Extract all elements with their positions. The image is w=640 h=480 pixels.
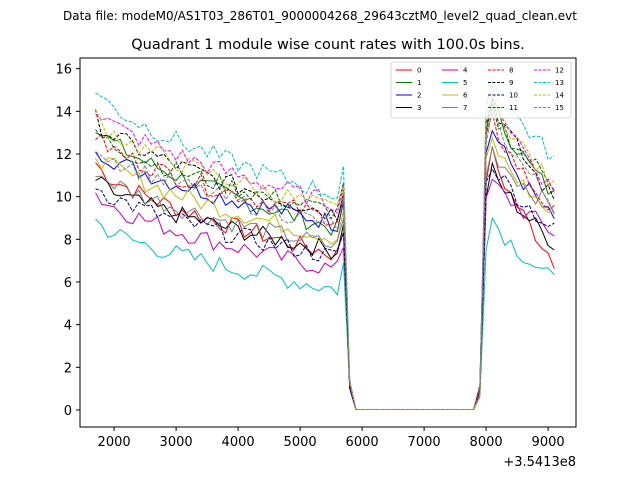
y-tick-label: 2 xyxy=(64,361,72,376)
y-tick-label: 10 xyxy=(55,191,72,206)
x-tick-label: 2000 xyxy=(98,435,131,450)
y-tick-label: 0 xyxy=(64,404,72,419)
legend-label-7: 7 xyxy=(463,104,467,112)
supertitle: Data file: modeM0/AS1T03_286T01_90000042… xyxy=(63,9,577,23)
legend-label-8: 8 xyxy=(509,67,513,75)
axes-frame xyxy=(79,57,577,428)
legend-label-9: 9 xyxy=(509,79,513,87)
legend-label-6: 6 xyxy=(463,92,468,100)
legend-label-11: 11 xyxy=(509,104,518,112)
chart-title: Quadrant 1 module wise count rates with … xyxy=(131,37,525,53)
y-axis: 0 2 4 6 8 10 12 14 16 xyxy=(55,63,80,419)
series-line-15 xyxy=(95,107,555,410)
legend-label-12: 12 xyxy=(555,67,564,75)
x-tick-label: 9000 xyxy=(532,435,565,450)
legend-label-0: 0 xyxy=(417,67,421,75)
legend-label-1: 1 xyxy=(417,79,421,87)
x-tick-label: 8000 xyxy=(470,435,503,450)
x-tick-label: 3000 xyxy=(160,435,193,450)
y-tick-label: 8 xyxy=(64,233,72,248)
legend-label-5: 5 xyxy=(463,79,467,87)
legend-label-3: 3 xyxy=(417,104,421,112)
series-line-14 xyxy=(95,85,555,410)
x-tick-label: 7000 xyxy=(408,435,441,450)
series-line-5 xyxy=(95,216,555,410)
y-tick-label: 14 xyxy=(55,105,72,120)
legend-box xyxy=(390,61,572,119)
y-tick-label: 16 xyxy=(55,63,72,78)
legend-label-10: 10 xyxy=(509,92,518,100)
x-axis: 2000 3000 4000 5000 6000 7000 8000 9000 xyxy=(98,427,565,450)
series-line-12 xyxy=(95,84,555,410)
y-tick-label: 6 xyxy=(64,276,72,291)
x-tick-label: 6000 xyxy=(346,435,379,450)
plot-lines xyxy=(95,76,555,410)
legend-label-14: 14 xyxy=(555,92,564,100)
y-tick-label: 12 xyxy=(55,148,72,163)
x-offset-label: +3.5413e8 xyxy=(503,455,576,470)
legend-label-2: 2 xyxy=(417,92,421,100)
legend-label-15: 15 xyxy=(555,104,564,112)
x-tick-label: 4000 xyxy=(222,435,255,450)
legend-label-13: 13 xyxy=(555,79,564,87)
legend-label-4: 4 xyxy=(463,67,468,75)
x-tick-label: 5000 xyxy=(284,435,317,450)
y-tick-label: 4 xyxy=(64,319,72,334)
